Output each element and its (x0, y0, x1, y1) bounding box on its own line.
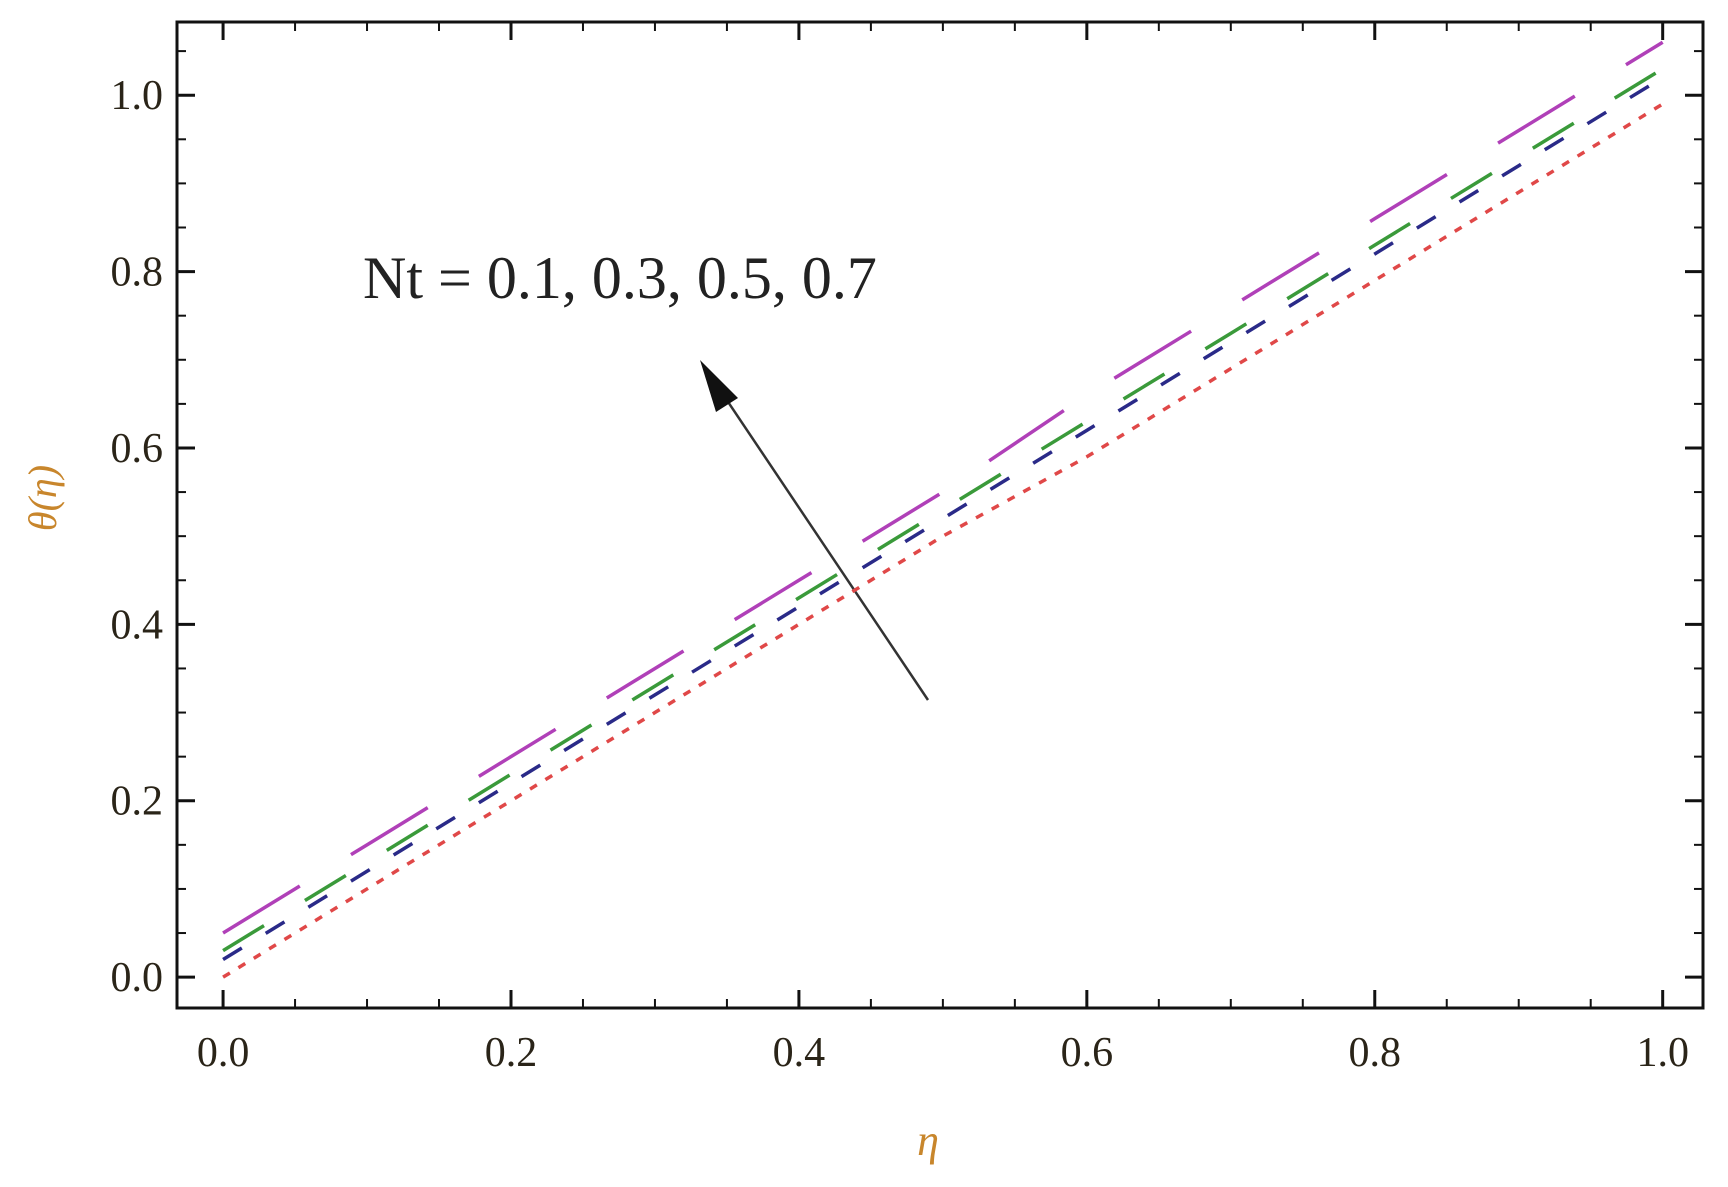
y-tick-label: 1.0 (111, 73, 164, 119)
y-tick-label: 0.0 (111, 955, 164, 1001)
y-tick-label: 0.2 (111, 779, 164, 825)
y-axis-label: θ(η) (20, 465, 65, 531)
arrow-head (700, 360, 738, 412)
y-tick-label: 0.8 (111, 250, 164, 296)
plot-frame (175, 20, 1705, 1010)
x-tick-label: 0.8 (1349, 1030, 1402, 1076)
x-tick-label: 1.0 (1636, 1030, 1689, 1076)
x-tick-label: 0.4 (773, 1030, 826, 1076)
x-axis-label: η (917, 1116, 939, 1165)
x-tick-label: 0.2 (485, 1030, 538, 1076)
arrow (710, 377, 930, 701)
y-tick-label: 0.6 (111, 426, 164, 472)
series-line (222, 67, 1664, 953)
series-line (222, 76, 1664, 961)
y-tick-label: 0.4 (111, 602, 164, 648)
x-tick-label: 0.6 (1061, 1030, 1114, 1076)
series-line (222, 40, 1664, 935)
x-tick-label: 0.0 (197, 1030, 250, 1076)
series-line (222, 102, 1664, 979)
annotation: Nt = 0.1, 0.3, 0.5, 0.7 (363, 245, 877, 311)
